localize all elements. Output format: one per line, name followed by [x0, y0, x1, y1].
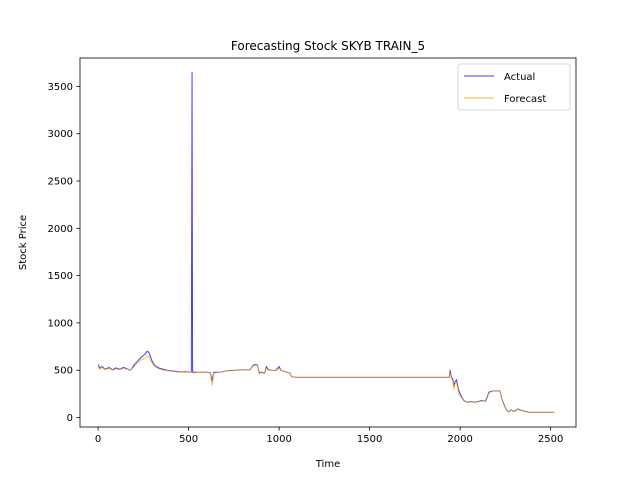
x-tick-label: 500 [179, 434, 198, 445]
x-tick-label: 1000 [266, 434, 291, 445]
axes-frame [79, 57, 577, 428]
chart-title: Forecasting Stock SKYB TRAIN_5 [231, 39, 425, 53]
y-tick-label: 0 [67, 413, 73, 424]
series-layer [97, 71, 555, 413]
y-tick-label: 1000 [48, 318, 73, 329]
series-line-forecast [97, 355, 555, 413]
series-line-actual [97, 71, 555, 413]
x-axis-label: Time [315, 459, 340, 470]
x-tick-label: 2500 [538, 434, 563, 445]
legend-label-forecast: Forecast [504, 94, 546, 105]
x-tick-label: 0 [95, 434, 101, 445]
y-tick-label: 2500 [48, 177, 73, 188]
y-tick-label: 500 [54, 366, 73, 377]
legend-label-actual: Actual [504, 72, 535, 83]
x-tick-label: 1500 [357, 434, 382, 445]
y-tick-label: 3500 [48, 82, 73, 93]
y-tick-label: 3000 [48, 129, 73, 140]
x-tick-label: 2000 [447, 434, 472, 445]
plot-area [79, 57, 577, 428]
y-axis-label: Stock Price [18, 215, 29, 270]
y-axis: 0 500 1000 1500 2000 2500 3000 3500 [48, 82, 80, 424]
y-tick-label: 1500 [48, 271, 73, 282]
x-axis: 0 500 1000 1500 2000 2500 [95, 427, 563, 445]
legend: Actual Forecast [457, 63, 571, 111]
y-tick-label: 2000 [48, 224, 73, 235]
